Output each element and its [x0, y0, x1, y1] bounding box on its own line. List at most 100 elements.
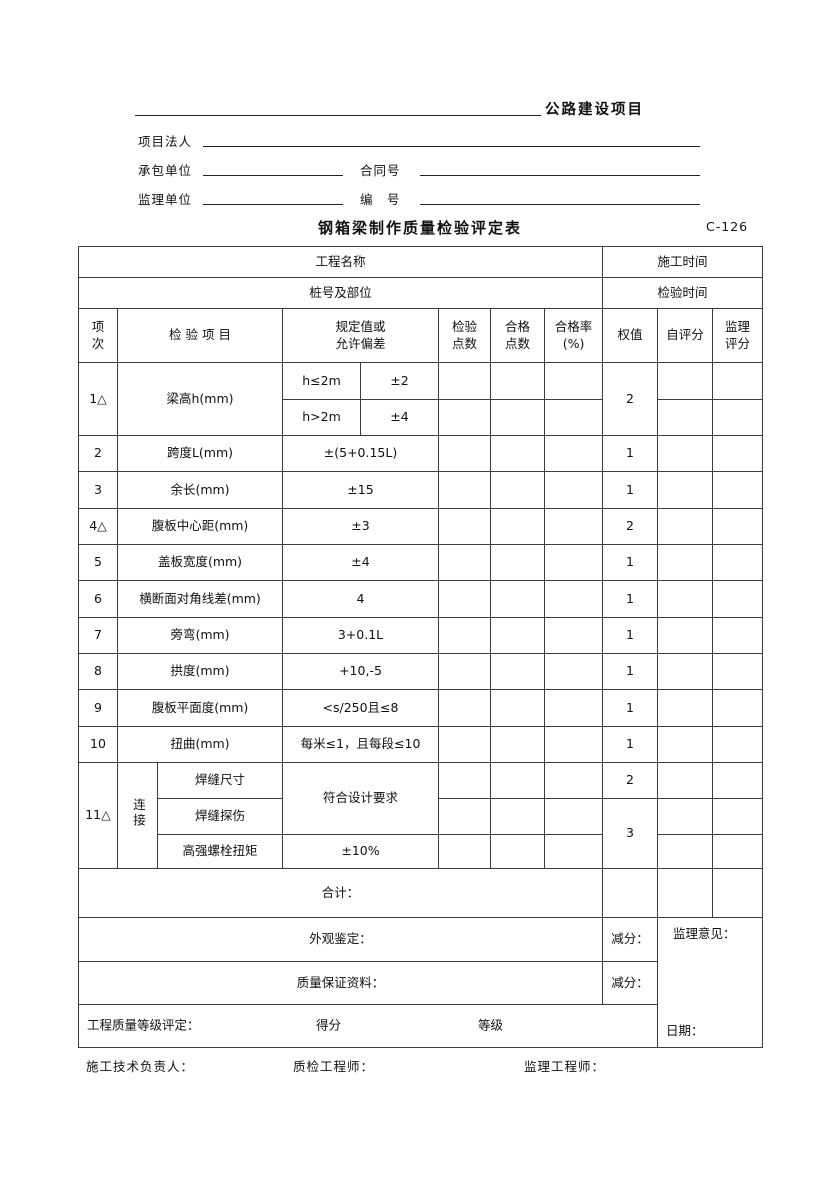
row3-no: 3 [78, 471, 118, 509]
row2-name: 跨度L(mm) [117, 435, 283, 472]
blank-cell [712, 726, 764, 763]
blank-cell [490, 544, 545, 581]
row8-spec: +10,-5 [282, 653, 439, 690]
row9-spec: <s/250且≤8 [282, 689, 439, 727]
blank-cell [543, 580, 604, 618]
col-header-supervisor-score: 监理 评分 [712, 308, 764, 363]
blank-cell [712, 544, 764, 581]
blank-cell [490, 471, 545, 509]
score-label: 得分 [316, 1017, 342, 1033]
blank-cell [490, 834, 545, 869]
blank-cell [543, 435, 604, 472]
blank-cell [490, 798, 545, 835]
contract-no-blank-line [420, 175, 700, 176]
blank-cell [712, 617, 764, 654]
row5-weight: 1 [602, 544, 659, 581]
row11-no: 11△ [78, 762, 118, 869]
blank-cell [712, 435, 764, 472]
blank-cell [657, 580, 714, 618]
blank-cell [657, 471, 714, 509]
blank-cell [543, 471, 604, 509]
form-title: 钢箱梁制作质量检验评定表 [317, 219, 522, 237]
row4-no: 4△ [78, 508, 118, 545]
blank-cell [657, 762, 714, 799]
blank-cell [438, 508, 491, 545]
row7-no: 7 [78, 617, 118, 654]
station-part-cell: 桩号及部位 [77, 277, 604, 309]
col-header-weight: 权值 [602, 308, 659, 363]
row11-spec-top: 符合设计要求 [282, 762, 439, 835]
row1-weight: 2 [602, 362, 659, 436]
tech-director-signature-label: 施工技术负责人： [86, 1059, 195, 1074]
blank-cell [543, 544, 604, 581]
owner-blank-line [203, 146, 700, 147]
row11b-name: 焊缝探伤 [157, 798, 283, 835]
blank-cell [490, 617, 545, 654]
row8-no: 8 [78, 653, 118, 690]
blank-cell [490, 362, 545, 400]
row9-no: 9 [78, 689, 118, 727]
row8-weight: 1 [602, 653, 659, 690]
construction-time-cell: 施工时间 [602, 246, 764, 278]
blank-cell [490, 435, 545, 472]
row11-spec-bottom: ±10% [282, 834, 439, 869]
col-header-item-name: 检 验 项 目 [117, 308, 283, 363]
row2-no: 2 [78, 435, 118, 472]
blank-cell [543, 726, 604, 763]
col-header-self-score: 自评分 [657, 308, 714, 363]
blank-cell [490, 726, 545, 763]
blank-cell [490, 653, 545, 690]
blank-cell [657, 617, 714, 654]
blank-cell [657, 798, 714, 835]
row10-no: 10 [78, 726, 118, 763]
blank-cell [490, 508, 545, 545]
qc-engineer-signature-label: 质检工程师： [293, 1059, 375, 1074]
row11a-name: 焊缝尺寸 [157, 762, 283, 799]
row1a-condition: h≤2m [282, 362, 361, 400]
row10-spec: 每米≤1，且每段≤10 [282, 726, 439, 763]
blank-cell [438, 762, 491, 799]
grade-eval-cell: 工程质量等级评定： 得分 等级 [77, 1004, 659, 1048]
row10-name: 扭曲(mm) [117, 726, 283, 763]
row8-name: 拱度(mm) [117, 653, 283, 690]
blank-cell [438, 544, 491, 581]
blank-cell [438, 435, 491, 472]
blank-cell [712, 868, 764, 918]
blank-cell [490, 580, 545, 618]
row7-weight: 1 [602, 617, 659, 654]
inspection-time-cell: 检验时间 [602, 277, 764, 309]
blank-cell [543, 617, 604, 654]
blank-cell [657, 726, 714, 763]
supervision-blank-line [203, 204, 343, 205]
blank-cell [490, 689, 545, 727]
blank-cell [543, 508, 604, 545]
supervision-unit-label: 监理单位 [138, 192, 193, 207]
blank-cell [657, 689, 714, 727]
row1b-condition: h>2m [282, 399, 361, 436]
blank-cell [438, 580, 491, 618]
blank-cell [543, 798, 604, 835]
blank-cell [657, 544, 714, 581]
row6-no: 6 [78, 580, 118, 618]
blank-cell [712, 471, 764, 509]
quality-docs-deduction-cell: 减分： [602, 961, 659, 1005]
blank-cell [712, 689, 764, 727]
row3-spec: ±15 [282, 471, 439, 509]
row3-weight: 1 [602, 471, 659, 509]
row7-spec: 3+0.1L [282, 617, 439, 654]
inspection-table: 工程名称 施工时间 桩号及部位 检验时间 项 次 检 验 项 目 规定值或 允许… [77, 246, 764, 1048]
row10-weight: 1 [602, 726, 659, 763]
project-suffix-label: 公路建设项目 [545, 102, 644, 118]
opinion-date-label: 日期： [666, 1022, 704, 1038]
row11-weight-bottom: 3 [602, 798, 659, 869]
blank-cell [438, 726, 491, 763]
blank-cell [438, 399, 491, 436]
blank-cell [543, 399, 604, 436]
blank-cell [712, 399, 764, 436]
row5-spec: ±4 [282, 544, 439, 581]
supervisor-opinion-box: 监理意见： 日期： [659, 919, 762, 1047]
row6-weight: 1 [602, 580, 659, 618]
col-header-spec: 规定值或 允许偏差 [282, 308, 439, 363]
blank-cell [543, 653, 604, 690]
blank-cell [657, 868, 714, 918]
